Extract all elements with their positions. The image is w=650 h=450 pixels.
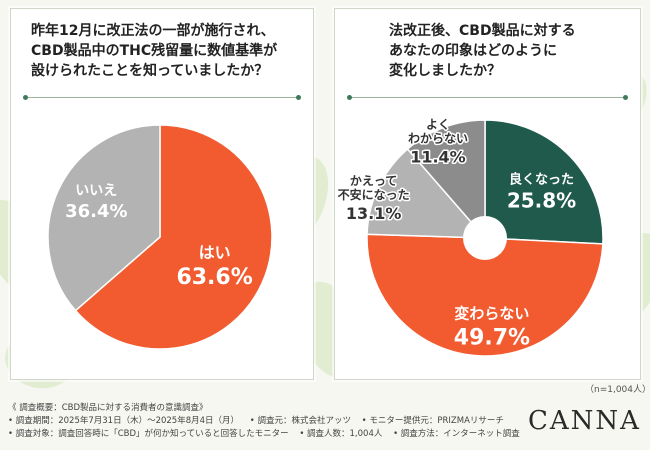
pie-label-0: はい 63.6%: [176, 243, 252, 290]
survey-period: • 調査期間：2025年7月31日（木）～2025年8月4日（月）: [8, 416, 240, 426]
slice-name-label: かえって: [350, 174, 397, 188]
slice-value-label: 49.7%: [454, 325, 530, 350]
survey-overview: 《 調査概要：CBD製品に対する消費者の意識調査》 • 調査期間：2025年7月…: [8, 402, 528, 441]
pie-slice-0: [74, 124, 273, 350]
slice-value-label: 11.4%: [410, 147, 466, 166]
slice-name-label: 不安になった: [338, 187, 410, 202]
survey-org: • 調査元：株式会社アッツ: [249, 416, 351, 426]
title-divider: [23, 95, 301, 100]
pie-slice-1: [47, 124, 161, 312]
footer-row-1: • 調査期間：2025年7月31日（木）～2025年8月4日（月） • 調査元：…: [8, 415, 528, 428]
pie-slice-3: [406, 119, 486, 241]
footer-heading: 《 調査概要：CBD製品に対する消費者の意識調査》: [8, 403, 208, 413]
slice-value-label: 25.8%: [507, 189, 576, 213]
slice-value-label: 13.1%: [346, 204, 402, 223]
pie-slice-0: [484, 119, 604, 245]
survey-method: • 調査方法：インターネット調査: [393, 429, 520, 439]
survey-count: • 調査人数：1,004人: [299, 429, 383, 439]
slice-value-label: 63.6%: [176, 265, 252, 290]
slice-name-label: 変わらない: [454, 304, 529, 322]
slice-name-label: わからない: [408, 131, 468, 145]
pie-slice-2: [366, 147, 487, 239]
slice-value-label: 36.4%: [65, 201, 127, 222]
title-divider: [347, 95, 628, 100]
footer-row-2: • 調査対象：調査回答時に「CBD」が何か知っていると回答したモニター • 調査…: [8, 428, 528, 441]
pie-slice-1: [366, 233, 604, 357]
slice-name-label: よく: [426, 117, 450, 131]
canna-logo: CANNA: [528, 406, 641, 436]
pie-label-1: いいえ 36.4%: [65, 183, 127, 222]
survey-target: • 調査対象：調査回答時に「CBD」が何か知っていると回答したモニター: [8, 429, 289, 439]
pie-label-1: 変わらない 49.7%: [454, 304, 530, 350]
survey-monitor: • モニター提供元：PRIZMAリサーチ: [361, 416, 504, 426]
slice-name-label: はい: [199, 243, 231, 262]
sample-size-note: （n=1,004人）: [585, 385, 650, 395]
left-question-title: 昨年12月に改正法の一部が施行され、 CBD製品中のTHC残留量に数値基準が 設…: [31, 23, 278, 79]
donut-hole: [463, 216, 507, 260]
right-question-title: 法改正後、CBD製品に対する あなたの印象はどのように 変化しましたか？: [389, 23, 576, 79]
slice-name-label: 良くなった: [509, 172, 574, 188]
slice-name-label: いいえ: [75, 183, 117, 199]
